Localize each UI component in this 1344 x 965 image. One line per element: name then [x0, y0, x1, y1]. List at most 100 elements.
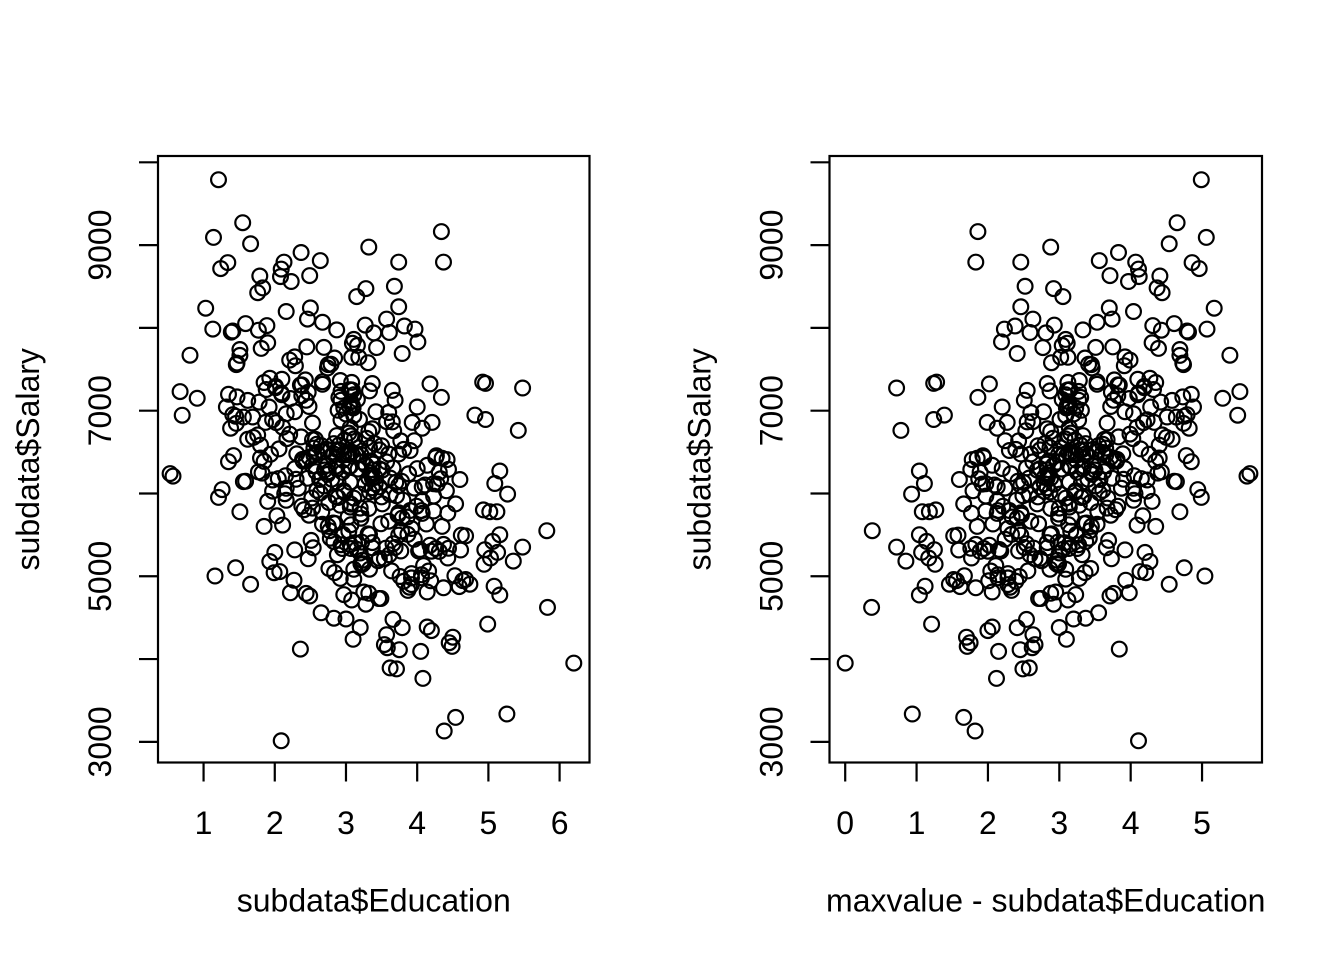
- data-point: [359, 354, 377, 372]
- data-point: [408, 460, 426, 478]
- data-point: [341, 536, 359, 554]
- data-point: [234, 214, 252, 232]
- data-point: [413, 502, 431, 520]
- data-point: [1153, 284, 1171, 302]
- data-point: [386, 391, 404, 409]
- data-point: [1045, 316, 1063, 334]
- data-point: [227, 559, 245, 577]
- data-point: [1072, 401, 1090, 419]
- data-point: [337, 610, 355, 628]
- data-point: [1116, 403, 1134, 421]
- data-point: [302, 531, 320, 549]
- data-point: [277, 303, 295, 321]
- data-point: [432, 388, 450, 406]
- data-point: [422, 622, 440, 640]
- data-point: [1101, 267, 1119, 285]
- data-point: [1104, 338, 1122, 356]
- data-point: [995, 320, 1013, 338]
- data-point: [272, 260, 290, 278]
- data-point: [304, 414, 322, 432]
- data-point: [1229, 406, 1247, 424]
- data-point: [385, 277, 403, 295]
- data-point: [466, 406, 484, 424]
- data-point: [1171, 346, 1189, 364]
- data-point: [298, 338, 316, 356]
- data-point: [414, 669, 432, 687]
- data-point: [1072, 388, 1090, 406]
- data-point: [1163, 391, 1181, 409]
- data-point: [967, 253, 985, 271]
- data-point: [271, 563, 289, 581]
- data-point: [1010, 567, 1028, 585]
- data-point: [1098, 414, 1116, 432]
- data-point: [325, 435, 343, 453]
- data-point: [406, 320, 424, 338]
- data-point: [1045, 475, 1063, 493]
- data-point: [1060, 536, 1078, 554]
- data-point: [415, 556, 433, 574]
- data-point: [1151, 267, 1169, 285]
- data-point: [1150, 449, 1168, 467]
- data-point: [1121, 351, 1139, 369]
- right-plot-points: [836, 171, 1259, 750]
- data-point: [305, 439, 323, 457]
- data-point: [266, 543, 284, 561]
- data-point: [1012, 298, 1030, 316]
- data-point: [1197, 228, 1215, 246]
- data-point: [1178, 406, 1196, 424]
- data-point: [375, 550, 393, 568]
- data-point: [277, 405, 295, 423]
- data-point: [903, 485, 921, 503]
- data-point: [1081, 522, 1099, 540]
- data-point: [370, 460, 388, 478]
- data-point: [1136, 543, 1154, 561]
- data-point: [400, 465, 418, 483]
- data-point: [1147, 517, 1165, 535]
- data-point: [353, 556, 371, 574]
- data-point: [409, 333, 427, 351]
- y-tick-label: 7000: [82, 375, 118, 446]
- data-point: [413, 566, 431, 584]
- data-point: [277, 491, 295, 509]
- data-point: [447, 495, 465, 513]
- data-point: [405, 432, 423, 450]
- data-point: [281, 351, 299, 369]
- data-point: [370, 589, 388, 607]
- x-tick-label: 1: [195, 805, 213, 841]
- y-tick-label: 9000: [754, 209, 790, 280]
- data-point: [188, 389, 206, 407]
- data-point: [350, 348, 368, 366]
- y-tick-label: 9000: [82, 209, 118, 280]
- data-point: [343, 373, 361, 391]
- data-point: [440, 539, 458, 557]
- data-point: [299, 550, 317, 568]
- data-point: [418, 618, 436, 636]
- data-point: [1124, 491, 1142, 509]
- data-point: [1140, 445, 1158, 463]
- data-point: [331, 569, 349, 587]
- data-point: [430, 463, 448, 481]
- data-point: [1001, 578, 1019, 596]
- data-point: [249, 321, 267, 339]
- left-plot-box: [156, 154, 591, 764]
- x-tick-label: 2: [266, 805, 284, 841]
- data-point: [1168, 214, 1186, 232]
- data-point: [242, 235, 260, 253]
- x-tick-label: 2: [979, 805, 997, 841]
- data-point: [405, 479, 423, 497]
- data-point: [173, 406, 191, 424]
- data-point: [274, 516, 292, 534]
- data-point: [1016, 277, 1034, 295]
- data-point: [1059, 373, 1077, 391]
- data-point: [411, 540, 429, 558]
- data-point: [329, 474, 347, 492]
- data-point: [916, 577, 934, 595]
- data-point: [1058, 334, 1076, 352]
- data-point: [1070, 569, 1088, 587]
- data-point: [1078, 447, 1096, 465]
- data-point: [950, 471, 968, 489]
- left-plot-x-axis: 1 2 3 4 5 6: [195, 762, 568, 841]
- data-point: [1105, 371, 1123, 389]
- data-point: [957, 628, 975, 646]
- data-point: [1144, 317, 1162, 335]
